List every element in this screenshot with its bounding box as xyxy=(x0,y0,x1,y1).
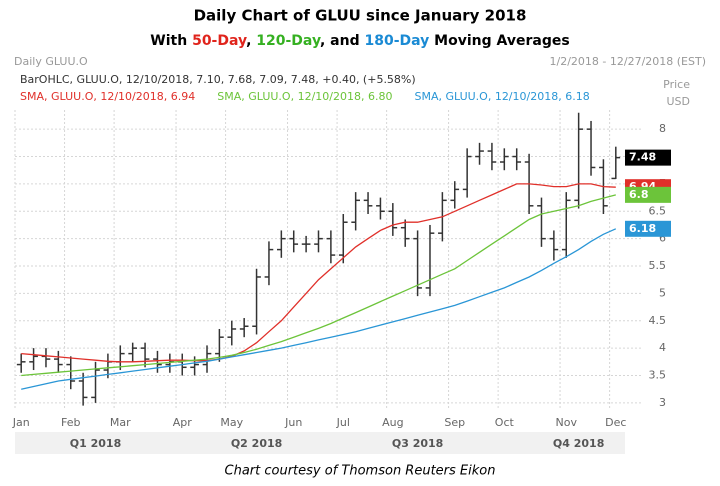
chart-title: Daily Chart of GLUU since January 2018 xyxy=(194,7,527,25)
y-tick-label: 6 xyxy=(659,232,666,245)
quarter-label: Q2 2018 xyxy=(231,437,282,450)
x-tick-label: Nov xyxy=(556,416,578,429)
y-tick-label: 6.5 xyxy=(649,204,667,217)
y-tick-label: 8 xyxy=(659,122,666,135)
subtitle-part: Moving Averages xyxy=(429,33,569,49)
sma-line xyxy=(21,183,616,363)
x-tick-label: Jan xyxy=(12,416,30,429)
legend-entry: SMA, GLUU.O, 12/10/2018, 6.18 xyxy=(414,90,589,103)
x-tick-label: Apr xyxy=(173,416,193,429)
legend-entry: SMA, GLUU.O, 12/10/2018, 6.94 xyxy=(20,90,195,103)
y-tick-label: 4.5 xyxy=(649,314,667,327)
footer: Chart courtesy of Thomson Reuters Eikon xyxy=(225,464,496,479)
last-value-box xyxy=(625,186,671,203)
subtitle-part: 180-Day xyxy=(365,33,430,49)
last-value-label: 6.8 xyxy=(629,188,649,201)
quarter-label: Q1 2018 xyxy=(70,437,121,450)
x-tick-label: Jun xyxy=(284,416,302,429)
x-tick-label: Mar xyxy=(110,416,131,429)
quarter-label: Q4 2018 xyxy=(553,437,604,450)
subtitle-part: , and xyxy=(320,33,365,49)
last-value-label: 6.18 xyxy=(629,222,656,235)
quarter-band xyxy=(15,432,625,454)
subtitle-part: 120-Day xyxy=(256,33,321,49)
sma-line xyxy=(21,228,617,390)
y-tick-label: 3.5 xyxy=(649,369,667,382)
subtitle-part: 50-Day xyxy=(192,33,247,49)
axis-title: USD xyxy=(666,95,690,108)
chart-label: Daily GLUU.O xyxy=(14,55,88,68)
x-tick-label: Aug xyxy=(382,416,403,429)
y-tick-label: 5.5 xyxy=(649,259,667,272)
x-tick-label: Feb xyxy=(61,416,80,429)
subtitle-part: , xyxy=(246,33,256,49)
x-tick-label: Sep xyxy=(444,416,465,429)
chart-subtitle: With 50-Day, 120-Day, and 180-Day Moving… xyxy=(150,33,569,49)
sma-line xyxy=(21,194,616,377)
legend-entry: BarOHLC, GLUU.O, 12/10/2018, 7.10, 7.68,… xyxy=(20,73,416,86)
x-tick-label: Dec xyxy=(605,416,626,429)
last-value-box xyxy=(625,149,671,166)
subtitle-part: With xyxy=(150,33,192,49)
last-value-label: 7.48 xyxy=(629,151,656,164)
axis-title: Price xyxy=(663,78,690,91)
y-tick-label: 4 xyxy=(659,341,666,354)
quarter-label: Q3 2018 xyxy=(392,437,443,450)
y-tick-label: 3 xyxy=(659,396,666,409)
x-tick-label: Oct xyxy=(495,416,515,429)
y-tick-label: 5 xyxy=(659,286,666,299)
legend-entry: SMA, GLUU.O, 12/10/2018, 6.80 xyxy=(217,90,392,103)
date-range: 1/2/2018 - 12/27/2018 (EST) xyxy=(550,55,707,68)
x-tick-label: Jul xyxy=(336,416,350,429)
last-value-box xyxy=(625,220,671,237)
x-tick-label: May xyxy=(220,416,243,429)
